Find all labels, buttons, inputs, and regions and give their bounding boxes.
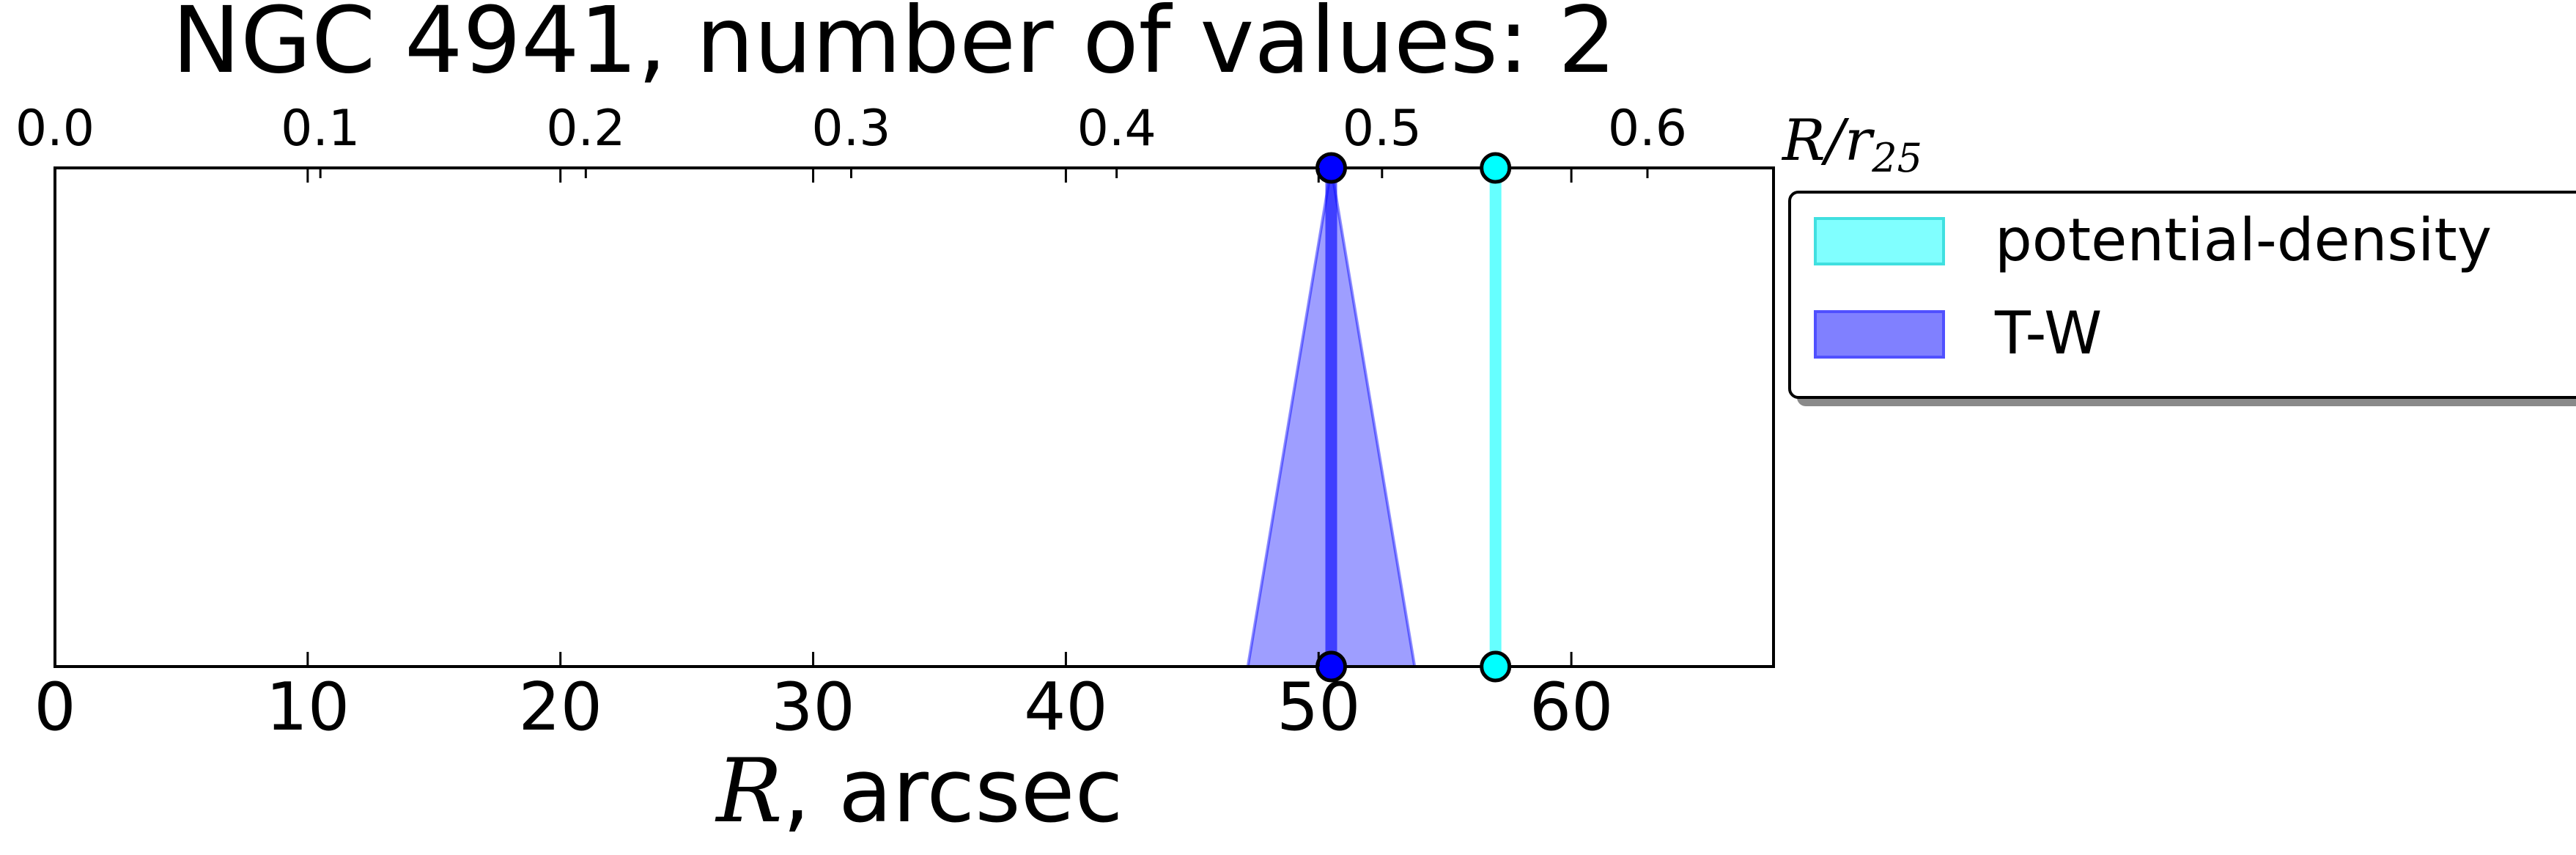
marker-bottom-t-w — [1315, 650, 1348, 683]
axes-layer: 0 10 20 30 40 50 60 0.0 0.1 0.2 0.3 0.4 0.5 0.6 — [15, 100, 1687, 746]
legend-box — [1788, 191, 2576, 399]
marker-bottom-potential-density — [1480, 650, 1512, 683]
top-axis-label: R/r25 — [1781, 108, 1922, 181]
x-tick-label: 10 — [266, 669, 350, 746]
x-tick-label: 40 — [1024, 669, 1108, 746]
top-x-tick-label: 0.2 — [546, 100, 625, 158]
top-x-tick-label: 0.0 — [15, 100, 95, 158]
legend-swatch-potential-density — [1814, 217, 1945, 265]
plot-area-frame — [53, 166, 1775, 668]
top-x-tick-label: 0.5 — [1343, 100, 1422, 158]
marker-top-potential-density — [1480, 152, 1512, 184]
top-x-tick-label: 0.6 — [1608, 100, 1687, 158]
legend-swatch-t-w — [1814, 310, 1945, 359]
series-layer — [1315, 152, 1512, 683]
x-tick-label: 0 — [34, 669, 75, 746]
top-x-tick-label: 0.1 — [281, 100, 360, 158]
legend-label-potential-density: potential-density — [1995, 206, 2492, 274]
marker-top-t-w — [1315, 152, 1348, 184]
x-axis-label: R, arcsec — [715, 741, 1123, 843]
x-tick-label: 20 — [518, 669, 602, 746]
top-x-tick-label: 0.4 — [1077, 100, 1156, 158]
legend-label-t-w: T-W — [1994, 299, 2102, 367]
legend: potential-density T-W — [1788, 191, 2576, 406]
x-tick-label: 30 — [771, 669, 855, 746]
x-tick-label: 50 — [1277, 669, 1361, 746]
x-tick-label: 60 — [1529, 669, 1614, 746]
top-x-tick-label: 0.3 — [811, 100, 890, 158]
chart-title: NGC 4941, number of values: 2 — [172, 0, 1617, 94]
